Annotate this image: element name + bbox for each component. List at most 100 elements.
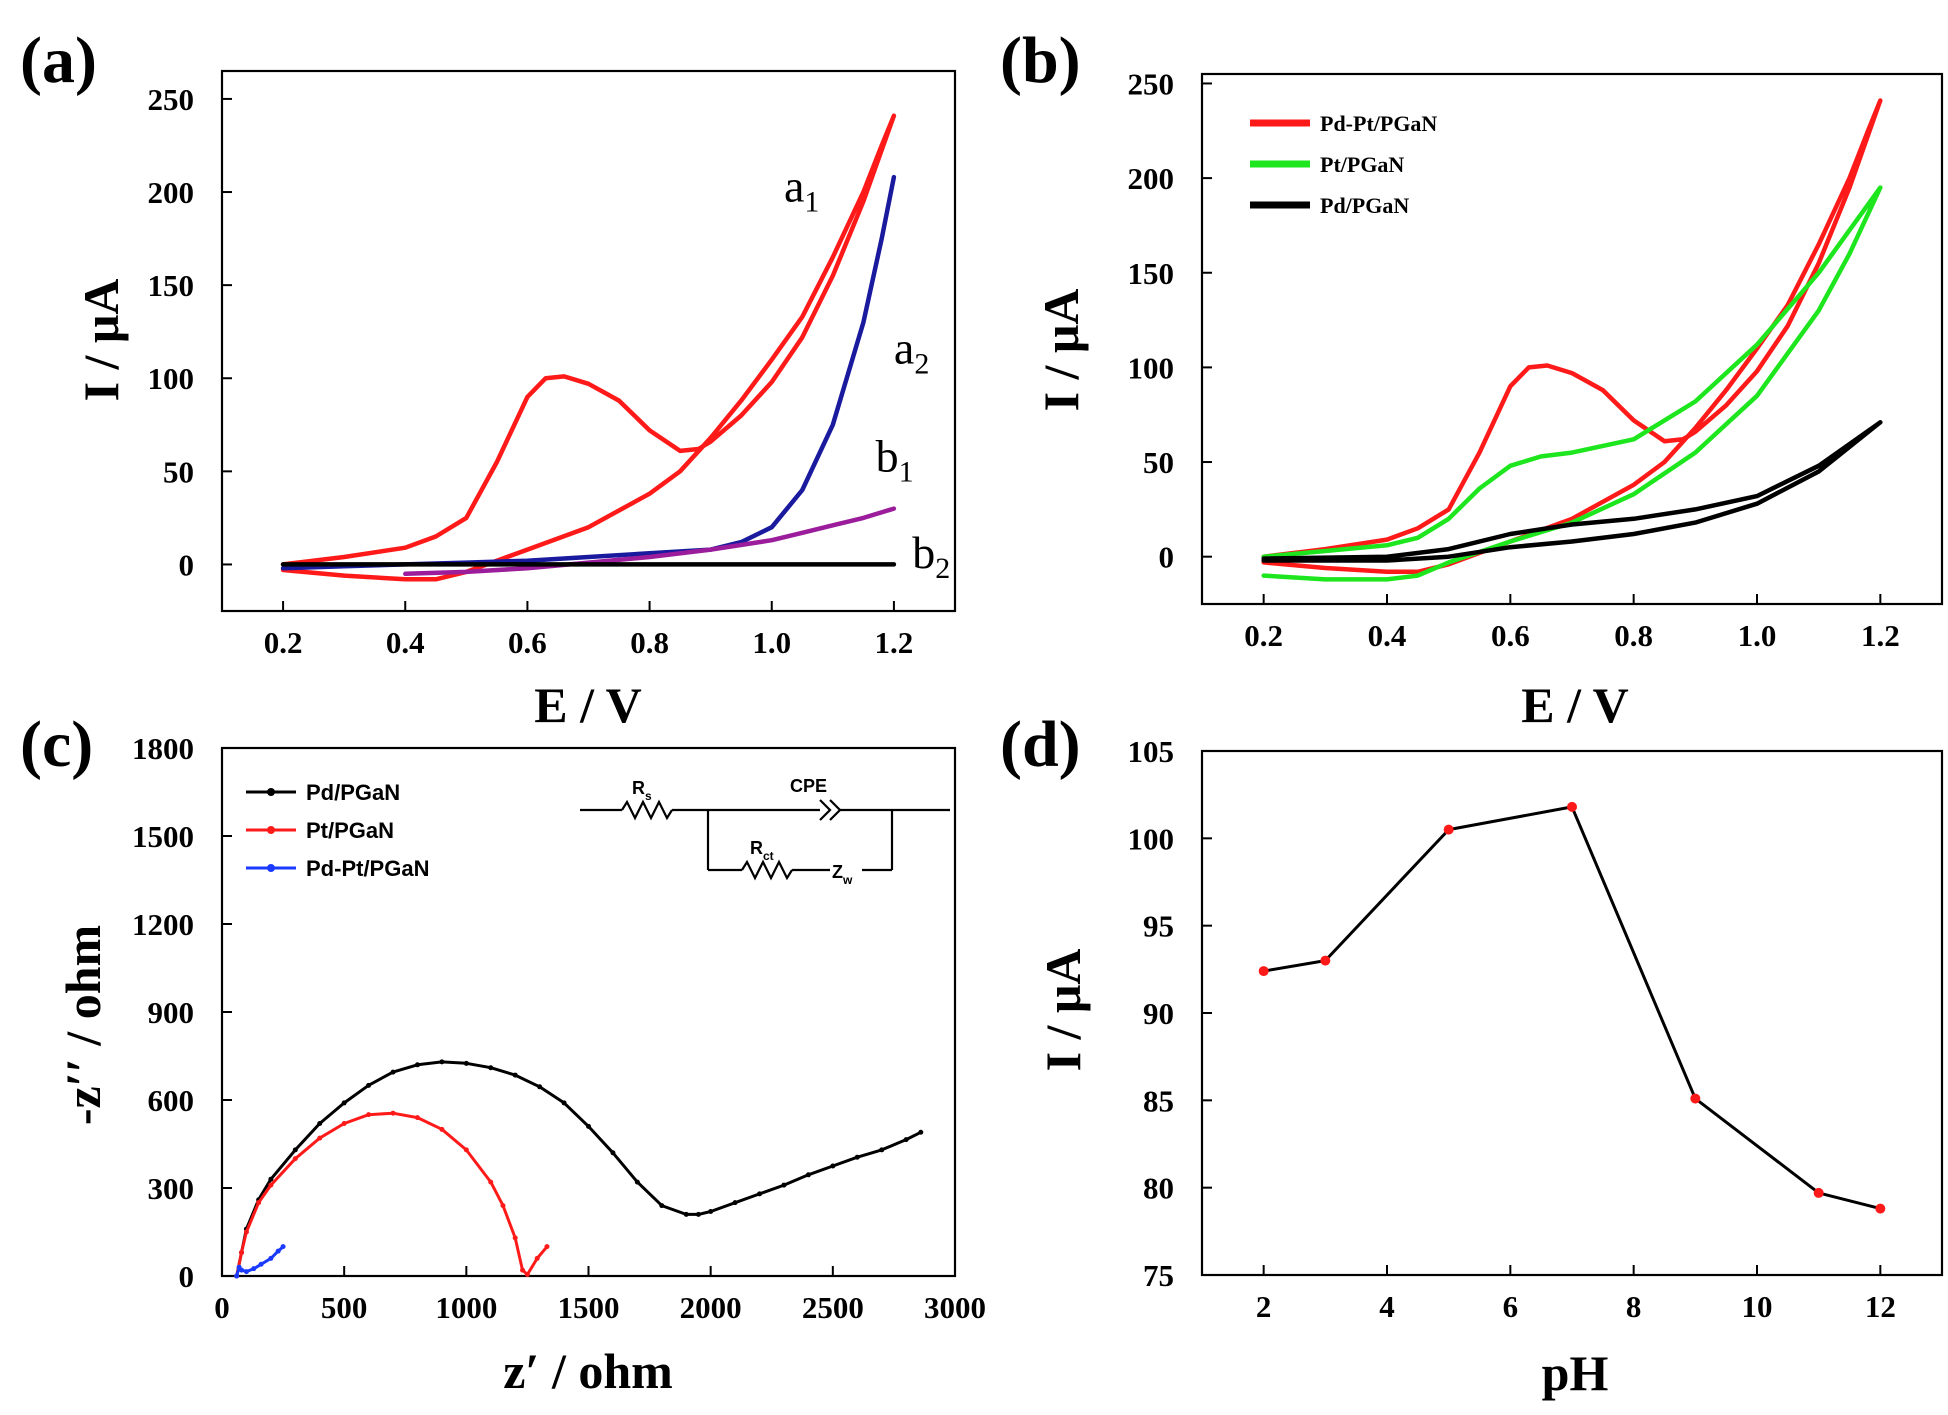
y-tick-label: 100 <box>148 361 195 396</box>
data-point <box>292 1147 298 1153</box>
panel-b-plot-frame <box>1200 72 1944 606</box>
data-point <box>390 1069 396 1075</box>
data-point <box>1443 824 1454 835</box>
data-point <box>256 1200 262 1206</box>
data-point <box>366 1112 372 1118</box>
data-point <box>659 1203 665 1209</box>
data-point <box>234 1273 240 1279</box>
panel-d-ylabel: I / μA <box>1035 949 1091 1072</box>
data-point <box>341 1100 347 1106</box>
data-point <box>366 1082 372 1088</box>
series-line-pt-pgan <box>235 1111 549 1278</box>
data-point <box>805 1172 811 1178</box>
zw-label: Zw <box>832 862 853 887</box>
panel-d-label: (d) <box>1000 708 1081 781</box>
data-point <box>239 1267 245 1273</box>
legend-label-pd-pt: Pd-Pt/PGaN <box>1320 111 1437 136</box>
x-tick-label: 1.2 <box>875 625 914 660</box>
data-point <box>414 1115 420 1121</box>
data-point <box>610 1150 616 1156</box>
panel-c-label: (c) <box>20 708 93 781</box>
y-tick-label: 1200 <box>132 907 194 942</box>
y-tick-label: 80 <box>1143 1171 1174 1206</box>
series-line-pd-pt-pgan <box>1261 98 1883 575</box>
y-tick-label: 75 <box>1143 1258 1174 1293</box>
y-tick-label: 300 <box>148 1171 195 1206</box>
x-tick-label: 0.8 <box>1614 618 1653 653</box>
x-tick-label: 10 <box>1742 1289 1773 1324</box>
series-line-pt-pgan <box>1261 185 1883 582</box>
curve-annotation: a1 <box>784 160 819 218</box>
data-point <box>537 1084 543 1090</box>
rs-label: Rs <box>632 778 652 803</box>
y-tick-label: 0 <box>179 547 195 582</box>
data-point <box>534 1255 540 1261</box>
curve-annotation: a2 <box>894 322 929 380</box>
data-point <box>879 1147 885 1153</box>
y-tick-label: 150 <box>148 268 195 303</box>
legend-label-pd-pt: Pd-Pt/PGaN <box>306 856 429 881</box>
y-tick-label: 1800 <box>132 731 194 766</box>
series-line-i-vs-ph <box>1262 805 1882 1211</box>
data-point <box>520 1267 526 1273</box>
rct-resistor <box>741 859 793 881</box>
y-tick-label: 600 <box>148 1083 195 1118</box>
curve-annotation: b1 <box>876 430 914 488</box>
panel-b-xlabel: E / V <box>1521 677 1628 733</box>
x-tick-label: 3000 <box>924 1290 986 1325</box>
y-tick-label: 95 <box>1143 909 1174 944</box>
series-line-a2 <box>280 174 897 571</box>
panel-d: (d) 2 4 6 8 10 12 75 80 85 90 95 100 105 pH I / μA <box>1000 708 1944 1401</box>
y-tick-label: 105 <box>1128 734 1175 769</box>
data-point <box>781 1182 787 1188</box>
data-point <box>463 1147 469 1153</box>
data-point <box>251 1266 257 1272</box>
series-line-b1 <box>403 506 897 577</box>
y-tick-label: 90 <box>1143 996 1174 1031</box>
panel-b-legend: Pd-Pt/PGaN Pt/PGaN Pd/PGaN <box>1250 111 1437 218</box>
y-tick-label: 50 <box>1143 445 1174 480</box>
data-point <box>341 1120 347 1126</box>
x-tick-label: 0.4 <box>386 625 425 660</box>
data-point <box>695 1211 701 1217</box>
x-tick-label: 500 <box>321 1290 368 1325</box>
legend-marker-pd-pt <box>267 864 275 872</box>
legend-marker-pd <box>267 788 275 796</box>
data-point <box>586 1123 591 1129</box>
panel-a-xlabel: E / V <box>534 677 641 733</box>
x-tick-label: 0.2 <box>1244 618 1283 653</box>
cpe-element <box>819 799 832 821</box>
legend-label-pt: Pt/PGaN <box>306 818 394 843</box>
data-point <box>918 1129 924 1135</box>
y-tick-label: 200 <box>148 175 195 210</box>
y-tick-label: 250 <box>148 82 195 117</box>
data-point <box>268 1182 274 1188</box>
data-point <box>488 1179 494 1185</box>
panel-b: (b) 0.2 0.4 0.6 0.8 1.0 1.2 0 50 100 150 200 250 Pd… <box>1000 24 1944 733</box>
panel-c-ylabel: -z′′ / ohm <box>55 925 111 1125</box>
x-tick-label: 0.8 <box>630 625 669 660</box>
panel-b-label: (b) <box>1000 24 1081 97</box>
data-point <box>317 1135 323 1141</box>
data-point <box>512 1072 518 1078</box>
data-point <box>258 1261 264 1267</box>
data-point <box>544 1244 550 1250</box>
x-tick-label: 2000 <box>680 1290 742 1325</box>
series-line-pd-pgan <box>1261 420 1883 563</box>
rs-resistor <box>621 799 673 821</box>
data-point <box>275 1248 281 1254</box>
legend-marker-pt <box>267 826 275 834</box>
data-point <box>732 1200 738 1206</box>
data-point <box>439 1126 445 1132</box>
cpe-label: CPE <box>790 776 827 796</box>
panel-a-ylabel: I / μA <box>73 279 129 402</box>
panel-c-legend: Pd/PGaN Pt/PGaN Pd-Pt/PGaN <box>246 780 429 881</box>
x-tick-label: 0 <box>214 1290 230 1325</box>
panel-c: (c) 0 500 1000 1500 2000 2500 3000 0 300 600 900 12… <box>20 708 986 1399</box>
x-tick-label: 12 <box>1865 1289 1896 1324</box>
data-point <box>1875 1203 1886 1214</box>
panel-a-label: (a) <box>20 24 97 97</box>
data-point <box>317 1120 323 1126</box>
x-tick-label: 1.0 <box>752 625 791 660</box>
